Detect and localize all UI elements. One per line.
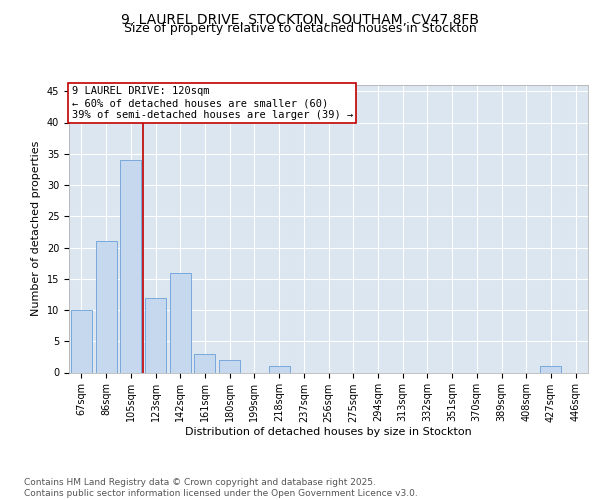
X-axis label: Distribution of detached houses by size in Stockton: Distribution of detached houses by size … [185, 428, 472, 438]
Text: Size of property relative to detached houses in Stockton: Size of property relative to detached ho… [124, 22, 476, 35]
Text: 9, LAUREL DRIVE, STOCKTON, SOUTHAM, CV47 8FB: 9, LAUREL DRIVE, STOCKTON, SOUTHAM, CV47… [121, 12, 479, 26]
Bar [541, 366, 562, 372]
Text: 9 LAUREL DRIVE: 120sqm
← 60% of detached houses are smaller (60)
39% of semi-det: 9 LAUREL DRIVE: 120sqm ← 60% of detached… [71, 86, 353, 120]
Bar [71, 310, 92, 372]
Bar [194, 354, 215, 372]
Text: Contains HM Land Registry data © Crown copyright and database right 2025.
Contai: Contains HM Land Registry data © Crown c… [24, 478, 418, 498]
Y-axis label: Number of detached properties: Number of detached properties [31, 141, 41, 316]
Bar [95, 242, 116, 372]
Bar [170, 272, 191, 372]
Bar [145, 298, 166, 372]
Bar [219, 360, 240, 372]
Bar [269, 366, 290, 372]
Bar [120, 160, 141, 372]
